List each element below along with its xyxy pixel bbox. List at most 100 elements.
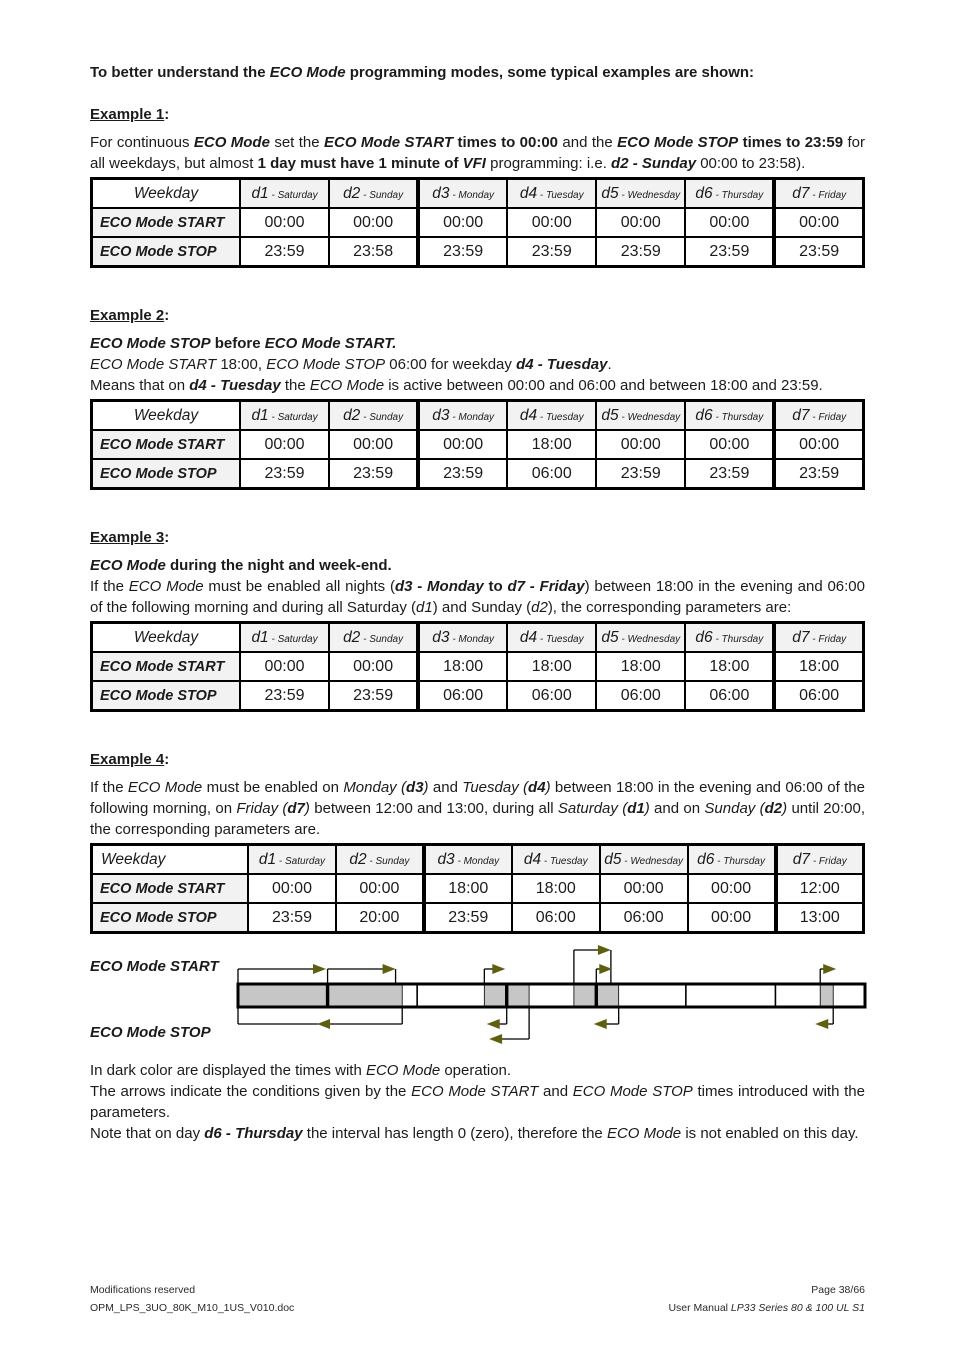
example-1-section: Example 1: For continuous ECO Mode set t… [90, 104, 865, 268]
text-run: ECO Mode STOP [572, 1083, 693, 1100]
timeline-graphic [236, 945, 867, 1044]
stop-arrowhead [815, 1019, 829, 1029]
example-3-body: ECO Mode during the night and week-end. I… [90, 555, 865, 618]
time-value-cell: 20:00 [334, 902, 425, 934]
time-value-cell: 00:00 [238, 651, 331, 682]
day-header-cell: d3 - Monday [416, 399, 509, 431]
text-run: set the [269, 134, 325, 151]
example-2-body: ECO Mode STOP before ECO Mode START. ECO … [90, 333, 865, 396]
text-run: ECO Mode START [90, 356, 217, 373]
paragraph: ECO Mode START 18:00, ECO Mode STOP 06:0… [90, 354, 865, 375]
text-run: ECO Mode START [324, 134, 454, 151]
text-run: ECO Mode [128, 578, 204, 595]
footer-document-filename: OPM_LPS_3UO_80K_M10_1US_V010.doc [90, 1302, 295, 1314]
time-value-cell: 12:00 [773, 873, 865, 904]
start-arrowhead [313, 964, 326, 974]
day-code: d2 [349, 850, 367, 868]
time-value-cell: 23:58 [328, 236, 420, 268]
day-name: - Monday [449, 633, 495, 645]
text-run: If the [90, 578, 129, 595]
day-code: d2 [343, 184, 361, 202]
time-value-cell: 13:00 [773, 902, 865, 934]
weekday-header-cell: Weekday [90, 399, 241, 431]
text-run: d1 [627, 800, 645, 817]
paragraph: For continuous ECO Mode set the ECO Mode… [90, 132, 865, 174]
day-code: d1 [258, 850, 277, 868]
day-code: d4 [519, 628, 538, 646]
start-arrowhead [597, 945, 611, 955]
day-code: d4 [519, 406, 538, 424]
start-arrowhead [492, 964, 506, 974]
text-run: ) [423, 779, 429, 796]
text-run: ECO Mode STOP [90, 335, 211, 352]
text-run: To better understand the [90, 64, 270, 81]
time-value-cell: 06:00 [598, 902, 689, 934]
time-value-cell: 06:00 [510, 902, 601, 934]
day-code: d2 [343, 406, 361, 424]
day-code: d4 [523, 850, 542, 868]
text-run: Tuesday ( [462, 779, 529, 796]
row-label-cell: ECO Mode START [90, 873, 249, 904]
day-code: d3 [432, 184, 450, 202]
time-value-cell: 00:00 [506, 207, 598, 238]
text-run: before [210, 335, 265, 352]
day-header-cell: d3 - Monday [416, 621, 509, 653]
text-run: ) [782, 800, 788, 817]
text-run: programming: i.e. [485, 155, 612, 172]
day-header-cell: d4 - Tuesday [506, 177, 598, 209]
day-code: d6 [695, 184, 713, 202]
start-arrowhead [382, 964, 396, 974]
text-run: . [607, 356, 612, 373]
text-run: d4 - Tuesday [189, 377, 281, 394]
time-value-cell: 00:00 [684, 429, 776, 460]
example-heading-text: Example 2 [90, 307, 165, 324]
start-arrowhead [823, 964, 837, 974]
text-run: ECO Mode [606, 1125, 682, 1142]
table-row: ECO Mode STOP 23:59 23:59 23:59 06:00 23:59 23… [90, 458, 865, 490]
text-run: Note that on day [90, 1125, 205, 1142]
text-run: between 18:00 in the evening and 06:00 o… [90, 779, 865, 817]
time-value-cell: 06:00 [684, 680, 776, 712]
time-value-cell: 06:00 [595, 680, 687, 712]
text-run: and [428, 779, 463, 796]
text-run: to [483, 578, 508, 595]
day-name: - Thursday [712, 633, 764, 645]
eco-active-segment [573, 983, 597, 1008]
text-run: ), the corresponding parameters are: [547, 599, 792, 616]
day-name: - Monday [449, 411, 495, 423]
time-value-cell: 06:00 [772, 680, 865, 712]
text-run: and on [649, 800, 705, 817]
text-run: ECO Mode [90, 557, 166, 574]
text-run: d7 - Friday [507, 578, 585, 595]
paragraph: The arrows indicate the conditions given… [90, 1081, 865, 1123]
day-header-cell: d7 - Friday [772, 621, 865, 653]
day-name: - Friday [809, 189, 847, 201]
table-row: ECO Mode START 00:00 00:00 18:00 18:00 18:00 1… [90, 651, 865, 682]
diagram-stop-label: ECO Mode STOP [90, 1024, 211, 1041]
text-run: times introduced with the parameters. [90, 1083, 865, 1121]
time-value-cell: 18:00 [595, 651, 687, 682]
day-header-cell: d2 - Sunday [334, 843, 425, 875]
weekday-header-cell: Weekday [90, 621, 241, 653]
time-value-cell: 23:59 [238, 680, 331, 712]
day-code: d1 [251, 184, 269, 202]
text-run: must be enabled all nights ( [203, 578, 395, 595]
paragraph: Means that on d4 - Tuesday the ECO Mode … [90, 375, 865, 396]
example-heading-text: Example 4 [90, 751, 165, 768]
text-run: ECO Mode STOP [617, 134, 739, 151]
row-label-cell: ECO Mode START [90, 207, 241, 238]
eco-mode-timeline-diagram: ECO Mode START ECO Mode STOP [90, 942, 867, 1060]
text-run: ECO Mode [309, 377, 385, 394]
day-code: d3 [432, 406, 450, 424]
time-value-cell: 23:59 [772, 236, 865, 268]
text-run: the interval has length 0 (zero), theref… [302, 1125, 607, 1142]
text-run: ECO Mode START. [264, 335, 397, 352]
text-run: times to 00:00 [453, 134, 559, 151]
example-3-heading: Example 3: [90, 527, 865, 548]
day-header-cell: d5 - Wednesday [595, 177, 687, 209]
time-value-cell: 18:00 [510, 873, 601, 904]
text-run: between 12:00 and 13:00, during all [309, 800, 558, 817]
day-name: - Tuesday [541, 855, 588, 867]
text-run: Saturday ( [557, 800, 628, 817]
time-value-cell: 00:00 [684, 207, 776, 238]
